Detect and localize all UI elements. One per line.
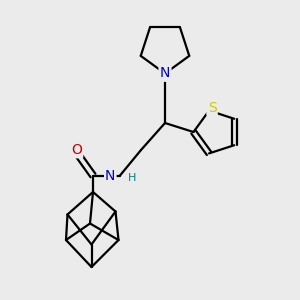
Text: H: H (128, 173, 136, 184)
Text: S: S (208, 100, 216, 115)
Text: N: N (105, 169, 116, 182)
Text: O: O (71, 143, 82, 157)
Text: N: N (160, 67, 170, 80)
